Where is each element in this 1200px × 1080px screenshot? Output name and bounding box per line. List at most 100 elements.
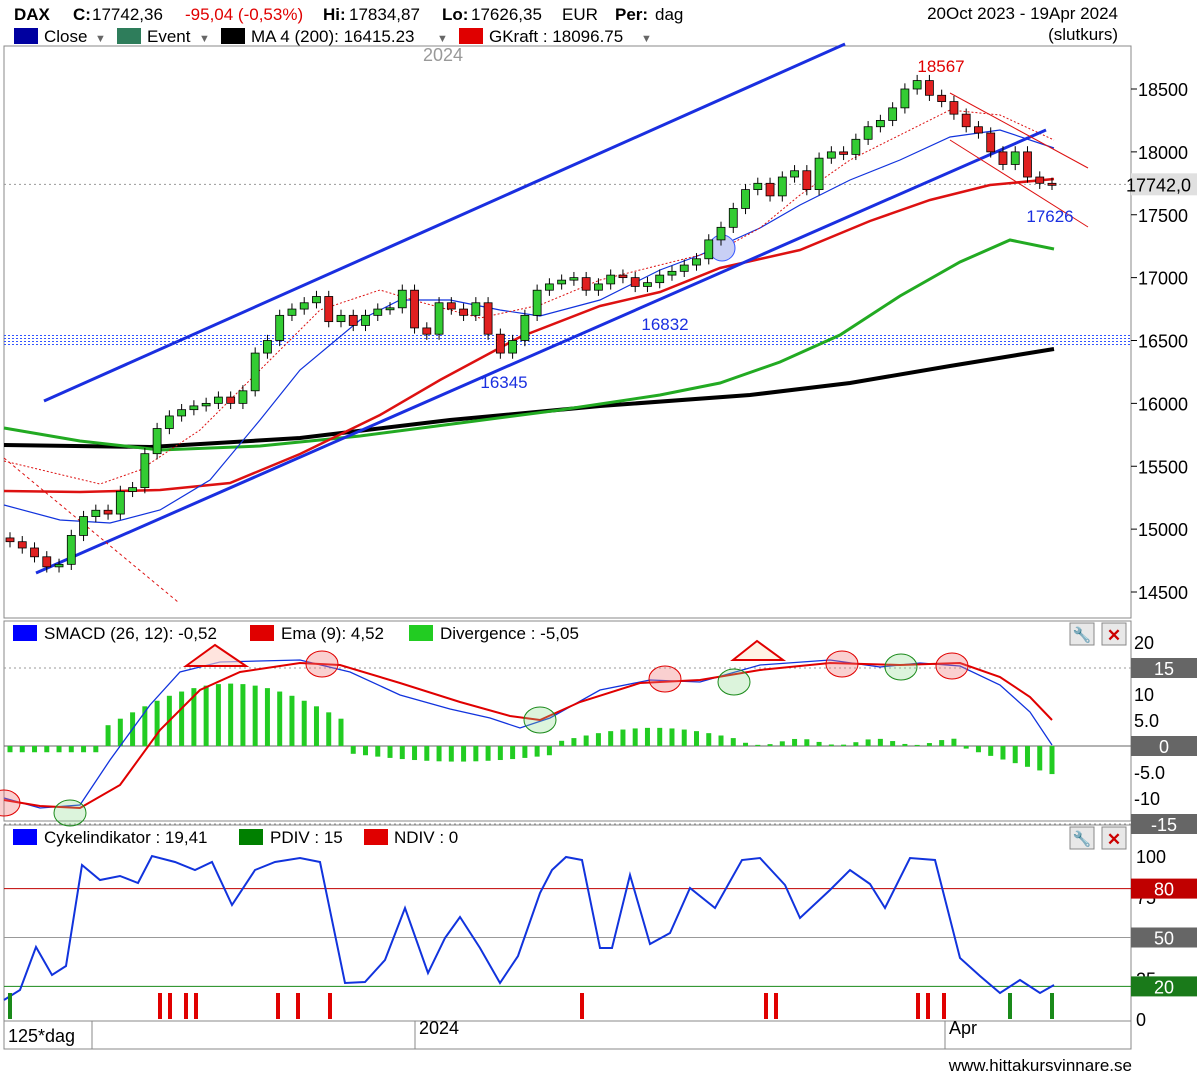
divergence-bar: [289, 695, 295, 746]
divergence-bar: [154, 700, 160, 746]
footer-period: 125*dag: [8, 1026, 75, 1046]
year-watermark: 2024: [423, 45, 463, 65]
cycle-level-label: 50: [1154, 929, 1174, 949]
candle-body: [471, 302, 481, 316]
divergence-bar: [510, 746, 516, 760]
candle-body: [287, 308, 297, 316]
divergence-bar: [1024, 746, 1030, 767]
divergence-bar: [632, 728, 638, 746]
cycle-level-label: 80: [1154, 880, 1174, 900]
header-change: -95,04 (-0,53%): [185, 5, 303, 24]
divergence-bar: [399, 746, 405, 760]
macd-buy-marker: [53, 799, 87, 827]
divergence-bar: [44, 746, 50, 753]
candle-body: [42, 556, 52, 568]
candle-body: [103, 509, 113, 515]
legend-close[interactable]: Close ▼: [14, 27, 106, 46]
candle-body: [446, 302, 456, 310]
candle-body: [397, 289, 407, 309]
ema-line: [3, 661, 1053, 810]
down-channel-upper: [949, 92, 1089, 169]
divergence-bar: [203, 685, 209, 746]
candle-body: [361, 314, 370, 326]
candle-body: [790, 170, 799, 178]
divergence-bar: [730, 738, 736, 746]
cycle-level-box: [1131, 976, 1197, 997]
gkraft-line: [3, 177, 1055, 494]
legend-gkraft[interactable]: GKraft : 18096.75 ▼: [459, 27, 652, 46]
smacd-line: [3, 659, 1053, 809]
candle-body: [643, 282, 652, 287]
divergence-bar: [975, 746, 981, 753]
divergence-bar: [693, 731, 699, 746]
divergence-bar: [755, 744, 761, 746]
divergence-bar: [914, 744, 920, 746]
candle-body: [140, 453, 150, 489]
candle-body: [974, 126, 983, 134]
divergence-bar: [252, 685, 258, 746]
website-footer[interactable]: www.hittakursvinnare.se: [948, 1056, 1132, 1075]
candle-body: [704, 239, 714, 260]
candle-body: [728, 208, 738, 228]
candle-body: [5, 537, 15, 543]
divergence-bar: [485, 746, 491, 761]
cycle-level-box: [1131, 927, 1197, 948]
divergence-bar: [890, 741, 896, 746]
svg-text:▼: ▼: [199, 33, 210, 45]
divergence-bar: [215, 684, 221, 746]
cycle-tick-label: 0: [1136, 1010, 1146, 1030]
candle-body: [54, 563, 64, 568]
divergence-bar: [779, 741, 785, 746]
ndiv-bar: [194, 993, 198, 1019]
divergence-bar: [313, 706, 319, 746]
divergence-bar: [767, 744, 773, 746]
ndiv-bar: [764, 993, 768, 1019]
macd-sell-marker: [935, 652, 969, 680]
cycle-close-icon[interactable]: ✕: [1101, 826, 1127, 850]
divergence-bar: [718, 735, 724, 746]
candle-body: [888, 107, 898, 121]
candle-body: [115, 490, 125, 515]
divergence-bar: [583, 735, 589, 746]
divergence-bar: [534, 746, 540, 757]
candle-body: [667, 270, 677, 276]
price-tick-label: 18500: [1138, 80, 1188, 100]
cycle-level-box: [1131, 878, 1197, 899]
svg-text:Cykelindikator : 19,41: Cykelindikator : 19,41: [44, 828, 207, 847]
divergence-bar: [301, 700, 307, 746]
candle-body: [495, 333, 505, 354]
price-tick-label: 14500: [1138, 583, 1188, 603]
red-dashed-trend: [3, 457, 179, 603]
divergence-bar: [105, 725, 111, 746]
divergence-bar: [117, 718, 123, 746]
divergence-bar: [93, 746, 99, 753]
cycle-tool-icon[interactable]: 🔧: [1069, 826, 1095, 850]
ma-red-dotted-line: [3, 109, 1055, 485]
candle-body: [348, 314, 358, 326]
ma-blue-line: [3, 129, 1055, 524]
macd-close-icon[interactable]: ✕: [1101, 622, 1127, 646]
macd-level-box: [1131, 658, 1197, 678]
pdiv-bar: [1050, 993, 1054, 1019]
divergence-bar: [951, 738, 957, 746]
header-close-label: C:: [73, 5, 91, 24]
divergence-bar: [1000, 746, 1006, 760]
candle-body: [324, 296, 334, 323]
candle-body: [765, 182, 775, 197]
divergence-bar: [1049, 746, 1055, 775]
divergence-bar: [375, 746, 381, 757]
candle-body: [912, 80, 922, 90]
candle-body: [275, 314, 285, 341]
candle-body: [569, 277, 579, 281]
divergence-bar: [32, 746, 38, 753]
divergence-bar: [657, 727, 663, 746]
candle-body: [986, 132, 996, 153]
legend-ma[interactable]: MA 4 (200): 16415.23 ▼: [221, 27, 448, 46]
legend-event[interactable]: Event ▼: [117, 27, 210, 46]
divergence-bar: [792, 738, 798, 746]
candle-body: [459, 308, 468, 316]
macd-tool-icon[interactable]: 🔧: [1069, 622, 1095, 646]
divergence-bar: [240, 684, 246, 746]
divergence-bar: [743, 742, 749, 746]
divergence-bar: [68, 746, 74, 753]
